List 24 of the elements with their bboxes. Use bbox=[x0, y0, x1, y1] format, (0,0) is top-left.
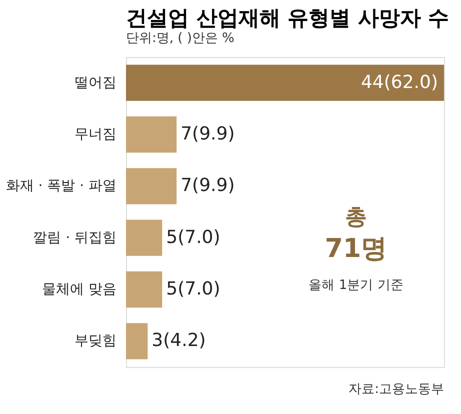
y-tick-label: 떨어짐 bbox=[74, 74, 116, 91]
y-tick-label: 깔림 · 뒤집힘 bbox=[33, 230, 116, 246]
data-label: 44(62.0) bbox=[360, 72, 438, 93]
annotation: 올해 1분기 기준 bbox=[308, 278, 404, 293]
bar bbox=[126, 271, 162, 308]
bar bbox=[126, 220, 162, 256]
chart-title: 건설업 산업재해 유형별 사망자 수 bbox=[126, 6, 450, 30]
y-tick-label: 화재 · 폭발 · 파열 bbox=[6, 178, 116, 194]
data-label: 7(9.9) bbox=[180, 175, 235, 196]
y-tick-label: 부딪힘 bbox=[74, 333, 116, 350]
data-label: 5(7.0) bbox=[166, 226, 220, 248]
data-label: 7(9.9) bbox=[180, 124, 235, 144]
annotation: 71명 bbox=[324, 234, 388, 264]
chart-subtitle: 단위:명, ( )안은 % bbox=[126, 31, 234, 46]
data-label: 3(4.2) bbox=[152, 330, 206, 352]
bar bbox=[126, 116, 177, 153]
y-tick-label: 무너짐 bbox=[74, 126, 116, 142]
y-tick-label: 물체에 맞음 bbox=[42, 282, 116, 298]
bar bbox=[126, 323, 148, 360]
text: 자료:고용노동부 bbox=[348, 382, 444, 397]
bar bbox=[126, 64, 444, 101]
bar bbox=[126, 168, 177, 204]
annotation: 총 bbox=[345, 205, 367, 230]
data-label: 5(7.0) bbox=[166, 278, 220, 300]
